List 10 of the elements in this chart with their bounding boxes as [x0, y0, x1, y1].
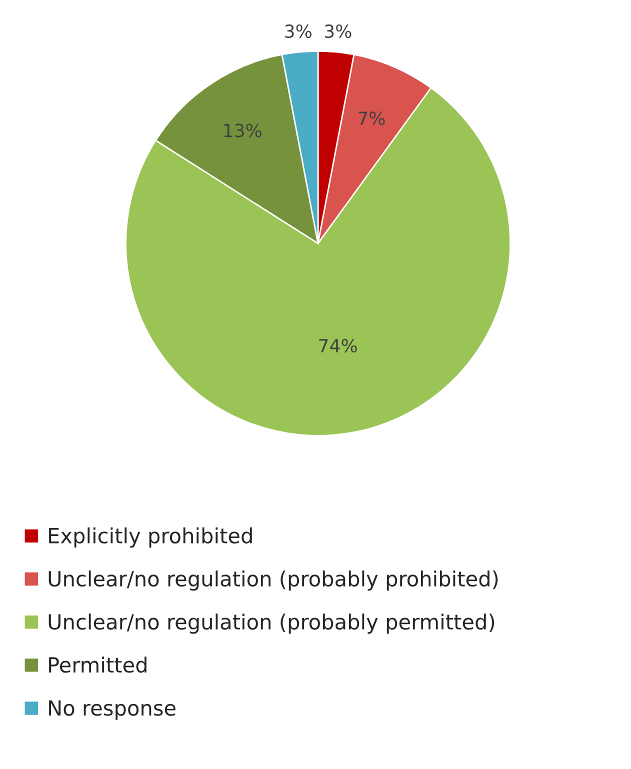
- data-label: 74%: [319, 338, 357, 352]
- legend-label: Unclear/no regulation (probably prohibited): [48, 570, 498, 591]
- data-label: 13%: [224, 124, 262, 138]
- legend-label: No response: [49, 700, 176, 720]
- legend-label: Unclear/no regulation (probably permitted): [48, 614, 494, 634]
- data-label: 7%: [358, 111, 385, 126]
- legend-label: Permitted: [49, 656, 146, 673]
- legend-label: Explicitly prohibited: [49, 527, 252, 548]
- data-label: 3%: [324, 24, 352, 38]
- data-label: 3%: [285, 24, 312, 38]
